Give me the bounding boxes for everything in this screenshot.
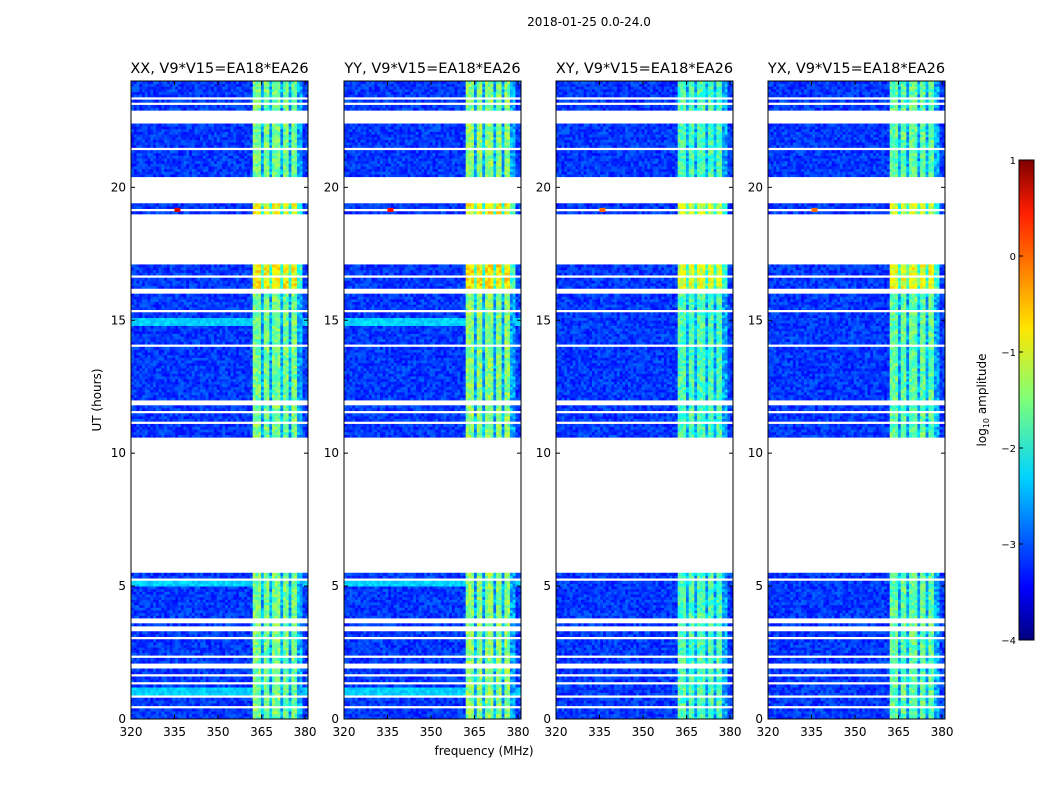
panel-xy: XY, V9*V15=EA18*EA26 320 335 350 365 380 0 5 10 1… [536, 61, 742, 739]
hot-pixel [811, 207, 818, 212]
x-tick-label: 335 [163, 725, 186, 739]
x-tick-label: 365 [887, 725, 910, 739]
x-tick-label: 320 [757, 725, 780, 739]
x-tick-label: 380 [931, 725, 954, 739]
y-tick-label: 5 [755, 579, 763, 593]
x-tick-label: 380 [507, 725, 530, 739]
colorbar-tick-label: −4 [1001, 636, 1016, 647]
y-tick-label: 5 [543, 579, 551, 593]
y-tick-label: 15 [536, 313, 551, 327]
colorbar-label: log10 amplitude [975, 354, 991, 447]
colorbar-tick-label: −3 [1001, 540, 1016, 551]
x-tick-label: 320 [120, 725, 143, 739]
y-tick-label: 20 [111, 180, 126, 194]
y-tick-label: 15 [748, 313, 763, 327]
x-tick-label: 350 [632, 725, 655, 739]
y-tick-label: 0 [331, 712, 339, 726]
colorbar-tick-label: 1 [1010, 156, 1016, 167]
panel-yy: YY, V9*V15=EA18*EA26 320 335 350 365 380 0 5 10 1… [324, 61, 530, 739]
panel-frame [343, 80, 522, 720]
x-tick-label: 335 [588, 725, 611, 739]
y-axis-label: UT (hours) [90, 368, 104, 431]
x-tick-label: 365 [250, 725, 273, 739]
panel-frame [130, 80, 309, 720]
y-tick-label: 20 [536, 180, 551, 194]
hot-pixel [387, 207, 394, 212]
panel-title: XY, V9*V15=EA18*EA26 [556, 61, 733, 77]
y-tick-label: 10 [111, 446, 126, 460]
y-tick-label: 15 [324, 313, 339, 327]
heatmap [768, 81, 945, 719]
colorbar-tick-label: −2 [1001, 444, 1016, 455]
x-tick-label: 350 [420, 725, 443, 739]
x-tick-label: 350 [844, 725, 867, 739]
y-tick-label: 15 [111, 313, 126, 327]
x-tick-label: 320 [545, 725, 568, 739]
heatmap [131, 81, 308, 719]
panel-title: XX, V9*V15=EA18*EA26 [130, 61, 308, 77]
y-tick-label: 20 [324, 180, 339, 194]
y-tick-label: 0 [543, 712, 551, 726]
colorbar: −4 −3 −2 −1 0 1 log10 amplitude [975, 156, 1035, 647]
heatmap [344, 81, 521, 719]
panel-xx: XX, V9*V15=EA18*EA26 320 335 350 365 380 0 5 10 1… [111, 61, 317, 739]
x-tick-label: 350 [207, 725, 230, 739]
hot-pixel [174, 207, 181, 212]
panel-title: YX, V9*V15=EA18*EA26 [767, 61, 945, 77]
colorbar-tick-label: −1 [1001, 348, 1016, 359]
colorbar-gradient [1018, 159, 1035, 641]
y-tick-label: 5 [331, 579, 339, 593]
y-tick-label: 0 [118, 712, 126, 726]
colorbar-tick-label: 0 [1010, 252, 1016, 263]
y-tick-label: 0 [755, 712, 763, 726]
x-tick-label: 380 [294, 725, 317, 739]
hot-pixel [599, 207, 606, 212]
panel-yx: YX, V9*V15=EA18*EA26 320 335 350 365 380 0 5 10 1… [748, 61, 954, 739]
x-tick-label: 335 [800, 725, 823, 739]
x-axis-label: frequency (MHz) [434, 744, 533, 758]
y-tick-label: 5 [118, 579, 126, 593]
y-tick-label: 10 [748, 446, 763, 460]
x-tick-label: 365 [675, 725, 698, 739]
y-tick-label: 20 [748, 180, 763, 194]
x-tick-label: 380 [719, 725, 742, 739]
x-tick-label: 335 [376, 725, 399, 739]
x-tick-label: 365 [463, 725, 486, 739]
panel-title: YY, V9*V15=EA18*EA26 [343, 61, 520, 77]
y-tick-label: 10 [536, 446, 551, 460]
x-tick-label: 320 [333, 725, 356, 739]
figure-title: 2018-01-25 0.0-24.0 [527, 15, 651, 29]
panel-frame [767, 80, 946, 720]
heatmap [556, 81, 733, 719]
panel-frame [555, 80, 734, 720]
y-tick-label: 10 [324, 446, 339, 460]
